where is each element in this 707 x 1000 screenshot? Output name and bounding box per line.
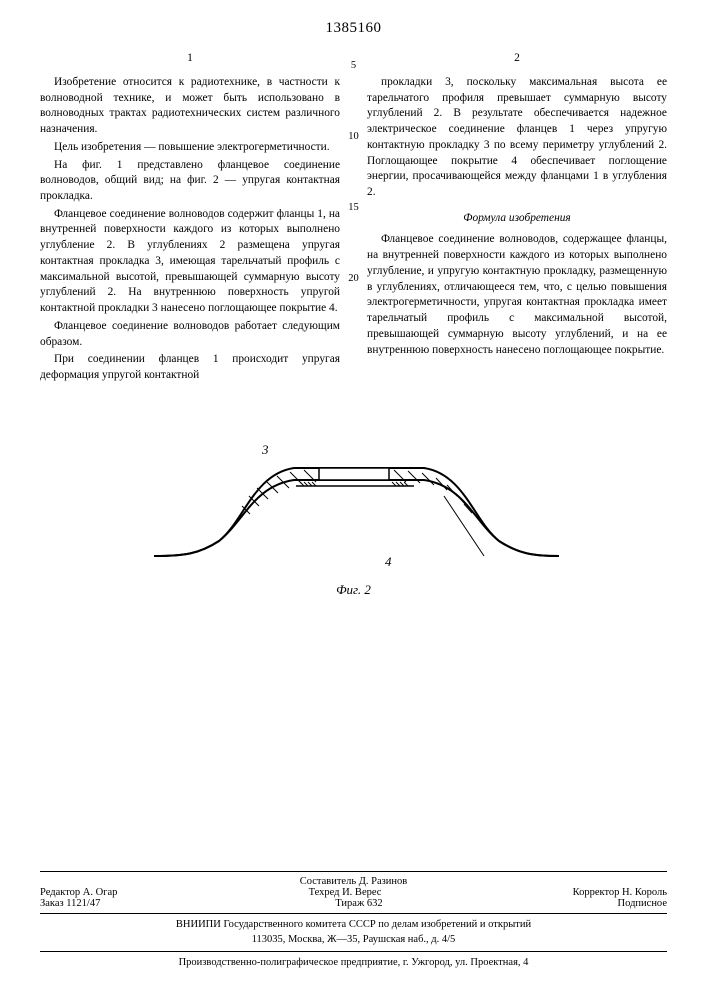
claims-heading: Формула изобретения [367, 211, 667, 227]
footer-rule [40, 951, 667, 952]
footer-cell: Корректор Н. Король [573, 887, 667, 898]
body-paragraph: Фланцевое соединение волноводов содержит… [40, 207, 340, 317]
footer-row: Составитель Д. Разинов [40, 876, 667, 887]
footer-cell: Подписное [618, 898, 667, 909]
figure-caption: Фиг. 2 [40, 582, 667, 598]
left-column: 1 Изобретение относится к радиотехнике, … [40, 51, 340, 386]
column-number-left: 1 [40, 51, 340, 67]
footer-block: Составитель Д. Разинов Редактор А. Огар … [40, 867, 667, 970]
line-number: 15 [344, 202, 364, 213]
body-paragraph: При соединении фланцев 1 происходит упру… [40, 352, 340, 383]
claim-paragraph: Фланцевое соединение волноводов, содержа… [367, 232, 667, 358]
footer-line-text: ВНИИПИ Государственного комитета СССР по… [40, 918, 667, 932]
figure-label-4: 4 [385, 554, 392, 570]
body-paragraph: Фланцевое соединение волноводов работает… [40, 319, 340, 350]
body-paragraph: Цель изобретения — повышение электрогерм… [40, 140, 340, 156]
line-number: 10 [344, 131, 364, 142]
page: 1385160 5 10 15 20 1 Изобретение относит… [0, 0, 707, 1000]
body-paragraph: прокладки 3, поскольку максимальная высо… [367, 75, 667, 201]
right-column: 2 прокладки 3, поскольку максимальная вы… [367, 51, 667, 386]
footer-row: Редактор А. Огар Техред И. Верес Коррект… [40, 887, 667, 898]
footer-cell: Техред И. Верес [309, 887, 382, 898]
footer-line-text: Производственно-полиграфическое предприя… [40, 956, 667, 970]
figure-label-3: 3 [262, 442, 269, 458]
body-paragraph: На фиг. 1 представлено фланцевое соедине… [40, 158, 340, 205]
footer-row: Заказ 1121/47 Тираж 632 Подписное [40, 898, 667, 909]
figure-2: 3 [40, 446, 667, 576]
footer-line-text: 113035, Москва, Ж—35, Раушская наб., д. … [40, 933, 667, 947]
footer-rule [40, 871, 667, 872]
body-paragraph: Изобретение относится к радиотехнике, в … [40, 75, 340, 138]
column-number-right: 2 [367, 51, 667, 67]
line-number-gutter: 5 10 15 20 [344, 60, 364, 344]
figure-svg [144, 446, 564, 576]
footer-cell: Редактор А. Огар [40, 887, 117, 898]
footer-cell: Составитель Д. Разинов [300, 876, 408, 887]
line-number: 20 [344, 273, 364, 284]
footer-center: Производственно-полиграфическое предприя… [40, 956, 667, 970]
line-number: 5 [344, 60, 364, 71]
footer-cell: Заказ 1121/47 [40, 898, 100, 909]
footer-cell: Тираж 632 [335, 898, 382, 909]
document-number: 1385160 [40, 20, 667, 37]
footer-rule [40, 913, 667, 914]
footer-center: ВНИИПИ Государственного комитета СССР по… [40, 918, 667, 946]
